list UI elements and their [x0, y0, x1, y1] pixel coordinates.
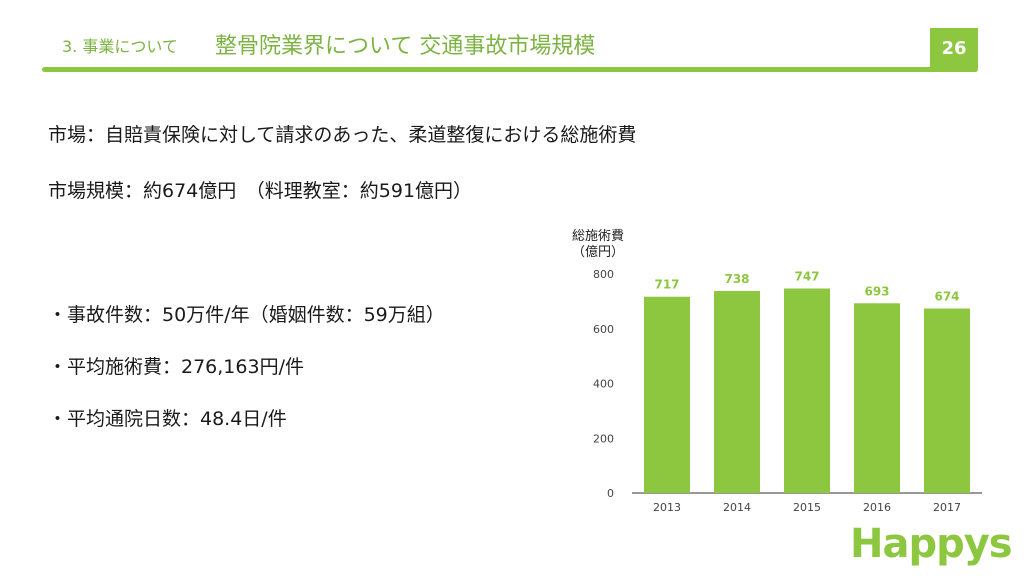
page-title: 整骨院業界について 交通事故市場規模	[215, 34, 596, 59]
header-divider	[42, 67, 978, 72]
bullet-average-days: ・平均通院日数：48.4日/件	[48, 408, 287, 430]
market-definition: 市場：自賠責保険に対して請求のあった、柔道整復における総施術費	[48, 124, 637, 146]
data-label-2015: 747	[794, 270, 819, 284]
x-tick-label-2015: 2015	[793, 501, 821, 514]
bullet-accidents: ・事故件数：50万件/年（婚姻件数：59万組）	[48, 304, 445, 326]
logo-text: Happys	[850, 521, 1013, 567]
x-tick-label-2014: 2014	[723, 501, 751, 514]
y-tick-label: 400	[593, 378, 614, 391]
bar-2014	[714, 290, 760, 493]
y-axis-label: （億円）	[572, 244, 624, 260]
bar-2016	[854, 303, 900, 493]
bar-2017	[924, 308, 970, 493]
data-label-2017: 674	[934, 289, 959, 303]
data-label-2013: 717	[654, 278, 679, 292]
happys-logo: Happys	[850, 520, 1013, 568]
y-tick-label: 200	[593, 432, 614, 445]
bar-2013	[644, 296, 690, 493]
x-tick-label-2016: 2016	[863, 501, 891, 514]
x-tick-label-2017: 2017	[933, 501, 961, 514]
x-tick-label-2013: 2013	[653, 501, 681, 514]
bullet-average-cost: ・平均施術費：276,163円/件	[48, 356, 304, 378]
y-tick-label: 600	[593, 323, 614, 336]
market-size: 市場規模：約674億円 （料理教室：約591億円）	[48, 180, 473, 202]
data-label-2014: 738	[724, 272, 749, 286]
page-number-badge: 26	[930, 28, 978, 68]
y-tick-label: 800	[593, 268, 614, 281]
data-label-2016: 693	[864, 284, 889, 298]
bar-2015	[784, 288, 830, 493]
y-tick-label: 0	[607, 487, 614, 500]
section-label: 3. 事業について	[62, 37, 178, 56]
y-axis-label: 総施術費	[572, 229, 624, 244]
